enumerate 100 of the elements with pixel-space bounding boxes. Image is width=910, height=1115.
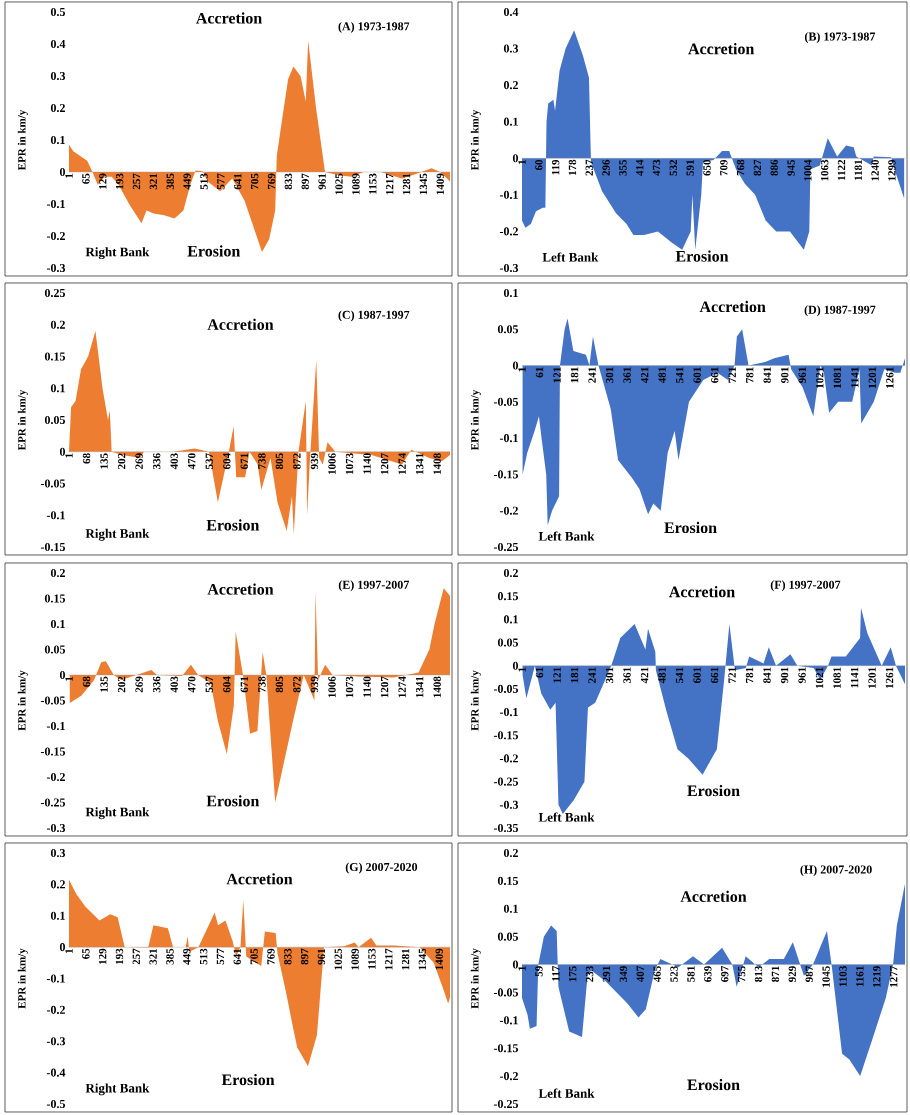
annotation: Accretion (699, 300, 766, 313)
y-tick-label: 0.2 (503, 848, 518, 858)
y-tick-label: -0.2 (46, 1005, 65, 1014)
y-tick-label: -0.2 (499, 506, 518, 515)
y-tick-label: 0.15 (44, 352, 66, 361)
annotation: Right Bank (85, 1083, 150, 1096)
x-tick-label: 1 (65, 453, 73, 458)
x-tick-label: 1408 (433, 676, 441, 698)
x-tick-label: 60 (535, 159, 543, 171)
x-tick-label: 769 (267, 173, 276, 190)
y-tick-label: 0.2 (50, 880, 65, 889)
x-tick-label: 769 (267, 948, 275, 965)
y-tick-label: 0.25 (44, 288, 66, 298)
x-tick-label: 135 (100, 453, 108, 469)
y-tick-label: -0.1 (499, 190, 518, 199)
annotation: Erosion (206, 519, 260, 531)
x-tick-label: 68 (82, 453, 91, 464)
x-tick-label: 901 (780, 667, 789, 684)
x-tick-label: 1219 (873, 966, 881, 987)
y-tick-label: 0.2 (50, 568, 65, 578)
x-tick-label: 601 (693, 667, 701, 684)
y-tick-label: -0.05 (493, 684, 519, 693)
x-tick-label: 321 (149, 948, 157, 965)
y-tick-label: 0.2 (503, 568, 518, 578)
annotation: Left Bank (538, 531, 595, 541)
x-tick-label: 237 (585, 159, 593, 176)
x-tick-label: 1 (518, 160, 526, 165)
x-tick-label: 827 (753, 159, 762, 176)
x-tick-label: 403 (170, 453, 178, 470)
x-tick-label: 721 (728, 367, 736, 383)
y-tick-label: 0 (512, 661, 519, 670)
x-tick-label: 705 (250, 948, 258, 965)
y-tick-label: -0.4 (46, 1068, 66, 1077)
x-tick-label: 117 (552, 966, 560, 981)
x-tick-label: 1021 (815, 667, 824, 689)
annotation: Accretion (226, 873, 293, 885)
annotation: Left Bank (538, 1088, 595, 1098)
x-tick-label: 532 (669, 159, 678, 176)
x-tick-label: 129 (99, 173, 107, 189)
x-tick-label: 641 (234, 173, 242, 190)
y-tick-label: -0.2 (499, 227, 518, 236)
x-tick-label: 421 (640, 367, 649, 384)
y-tick-label: -0.1 (499, 708, 518, 717)
x-tick-label: 897 (301, 173, 309, 190)
y-tick-label: -0.3 (499, 800, 519, 809)
x-tick-label: 336 (152, 453, 161, 470)
x-tick-label: 1089 (352, 173, 360, 195)
x-tick-label: 349 (619, 966, 628, 982)
y-tick-label: 0.1 (503, 288, 518, 298)
y-tick-label: 0 (59, 943, 65, 952)
x-tick-label: 59 (535, 966, 543, 977)
y-axis-title: EPR in km/y (470, 109, 481, 171)
x-tick-label: 1277 (890, 966, 898, 987)
x-tick-label: 738 (258, 676, 266, 693)
text: (B) 1973-1987 (804, 32, 876, 44)
y-axis-title: EPR in km/y (17, 109, 28, 171)
x-tick-label: 1153 (369, 173, 377, 194)
text: (H) 2007-2020 (800, 865, 872, 877)
x-tick-label: 961 (798, 667, 806, 684)
x-tick-label: 961 (798, 367, 806, 383)
x-tick-label: 61 (535, 667, 544, 678)
x-tick-label: 1345 (419, 173, 428, 195)
x-tick-label: 961 (318, 173, 326, 190)
x-tick-label: 671 (240, 676, 249, 693)
y-tick-label: -0.05 (40, 479, 66, 488)
y-tick-label: -0.1 (46, 511, 65, 520)
annotation: Right Bank (85, 247, 150, 260)
x-tick-label: 1081 (833, 667, 841, 689)
x-tick-label: 1201 (868, 367, 877, 388)
y-tick-label: -0.15 (40, 542, 66, 552)
x-tick-label: 841 (763, 367, 771, 383)
y-tick-label: -0.25 (493, 542, 519, 552)
x-tick-label: 1153 (368, 948, 376, 969)
x-tick-label: 135 (100, 676, 108, 692)
x-tick-label: 641 (233, 948, 241, 965)
x-tick-label: 181 (570, 667, 579, 683)
y-tick-label: 0.2 (50, 103, 65, 113)
x-tick-label: 421 (640, 667, 649, 684)
x-tick-label: 385 (166, 173, 174, 190)
y-tick-label: -0.05 (40, 696, 66, 705)
x-tick-label: 1140 (363, 676, 371, 697)
x-tick-label: 591 (686, 160, 694, 176)
y-tick-label: 0.3 (50, 848, 66, 858)
x-tick-label: 257 (132, 948, 141, 965)
x-tick-label: 604 (223, 453, 231, 470)
x-tick-label: 1409 (435, 948, 443, 970)
x-tick-label: 321 (149, 173, 158, 190)
y-tick-label: 0.1 (503, 615, 518, 624)
annotation: Erosion (187, 245, 241, 257)
x-tick-label: 296 (602, 159, 610, 176)
y-tick-label: 0.3 (50, 71, 66, 81)
x-tick-label: 1240 (871, 159, 879, 181)
x-tick-label: 1063 (820, 159, 829, 181)
x-tick-label: 361 (623, 367, 631, 383)
annotation: Erosion (675, 250, 729, 262)
x-tick-label: 604 (223, 676, 231, 693)
x-tick-label: 473 (652, 159, 661, 176)
x-tick-label: 939 (310, 453, 319, 470)
y-tick-label: 0.1 (50, 911, 65, 920)
annotation: Accretion (680, 890, 747, 902)
